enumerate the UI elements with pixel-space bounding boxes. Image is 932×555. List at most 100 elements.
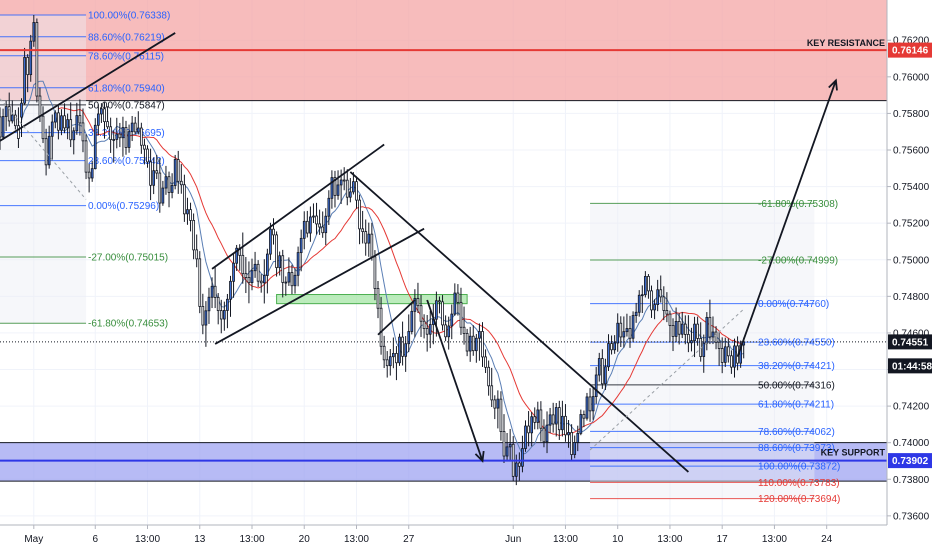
candle[interactable]: [628, 315, 632, 348]
candle[interactable]: [453, 283, 457, 316]
candle[interactable]: [395, 346, 398, 381]
candle[interactable]: [576, 425, 580, 452]
candle[interactable]: [235, 244, 238, 271]
candle[interactable]: [164, 165, 168, 195]
candle[interactable]: [693, 316, 696, 358]
candle[interactable]: [533, 407, 537, 430]
candle[interactable]: [278, 251, 282, 276]
candle[interactable]: [29, 34, 33, 82]
candle[interactable]: [616, 313, 620, 352]
candle[interactable]: [241, 232, 245, 284]
candle[interactable]: [720, 337, 724, 374]
candle[interactable]: [548, 407, 552, 434]
candle[interactable]: [653, 299, 656, 320]
candle[interactable]: [462, 306, 466, 345]
candle[interactable]: [567, 420, 570, 448]
candle[interactable]: [315, 202, 318, 235]
candle[interactable]: [290, 264, 294, 295]
candle[interactable]: [173, 154, 177, 190]
candle[interactable]: [364, 219, 368, 256]
candle[interactable]: [312, 203, 315, 223]
candle[interactable]: [419, 294, 423, 337]
candle[interactable]: [192, 213, 195, 260]
candle[interactable]: [591, 387, 595, 420]
candle[interactable]: [146, 145, 149, 168]
candle[interactable]: [327, 190, 331, 225]
candle[interactable]: [32, 15, 36, 47]
candle[interactable]: [441, 295, 444, 331]
candle[interactable]: [4, 100, 8, 131]
candle[interactable]: [155, 154, 159, 180]
candle[interactable]: [75, 102, 79, 135]
candle[interactable]: [564, 404, 567, 442]
candle[interactable]: [232, 253, 235, 298]
candle[interactable]: [530, 411, 534, 447]
candle[interactable]: [683, 315, 687, 345]
candle[interactable]: [143, 138, 146, 165]
candle[interactable]: [149, 148, 152, 201]
candle[interactable]: [662, 286, 666, 321]
candle[interactable]: [708, 299, 712, 345]
candle[interactable]: [87, 163, 91, 193]
candle[interactable]: [198, 251, 202, 314]
candle[interactable]: [647, 274, 650, 299]
candle[interactable]: [63, 103, 66, 134]
candle[interactable]: [671, 318, 675, 352]
candle[interactable]: [613, 335, 616, 354]
candle[interactable]: [438, 296, 441, 314]
candle[interactable]: [582, 410, 586, 428]
candle[interactable]: [281, 249, 285, 298]
candle[interactable]: [487, 360, 490, 396]
candle[interactable]: [53, 110, 57, 129]
candle[interactable]: [585, 392, 589, 421]
candle[interactable]: [140, 122, 143, 154]
candle[interactable]: [259, 274, 263, 293]
candle[interactable]: [50, 114, 54, 161]
candle[interactable]: [388, 349, 392, 376]
candle[interactable]: [726, 338, 730, 363]
candle[interactable]: [244, 257, 248, 294]
candle[interactable]: [665, 292, 669, 323]
candle[interactable]: [287, 257, 291, 286]
candle[interactable]: [112, 130, 116, 163]
candle[interactable]: [644, 271, 647, 298]
candle[interactable]: [714, 326, 718, 350]
candle[interactable]: [468, 326, 472, 362]
candle[interactable]: [490, 367, 494, 408]
candle[interactable]: [379, 296, 383, 355]
candle[interactable]: [355, 176, 358, 209]
candle[interactable]: [219, 299, 223, 334]
candle[interactable]: [72, 127, 76, 155]
candle[interactable]: [668, 310, 672, 342]
candle[interactable]: [425, 315, 429, 352]
candle[interactable]: [428, 310, 432, 349]
candle[interactable]: [20, 98, 23, 138]
candle[interactable]: [474, 334, 478, 363]
candle[interactable]: [161, 180, 165, 206]
candle[interactable]: [330, 170, 334, 209]
candle[interactable]: [226, 293, 229, 329]
candle[interactable]: [207, 287, 211, 324]
candle[interactable]: [41, 106, 45, 144]
candle[interactable]: [723, 337, 727, 367]
candle[interactable]: [659, 275, 663, 303]
candle[interactable]: [557, 400, 561, 440]
candle[interactable]: [631, 311, 635, 342]
candle[interactable]: [60, 109, 63, 136]
candle[interactable]: [35, 18, 39, 103]
candle[interactable]: [14, 109, 17, 130]
candle[interactable]: [170, 173, 174, 199]
candle[interactable]: [496, 390, 500, 429]
candle[interactable]: [345, 169, 349, 206]
candle[interactable]: [100, 103, 103, 123]
candle[interactable]: [26, 54, 30, 93]
candle[interactable]: [410, 302, 414, 335]
candle[interactable]: [579, 409, 583, 436]
candle[interactable]: [739, 340, 742, 368]
candle[interactable]: [600, 349, 604, 389]
candle[interactable]: [456, 284, 460, 316]
candles-layer[interactable]: [0, 15, 746, 486]
candle[interactable]: [502, 414, 506, 463]
